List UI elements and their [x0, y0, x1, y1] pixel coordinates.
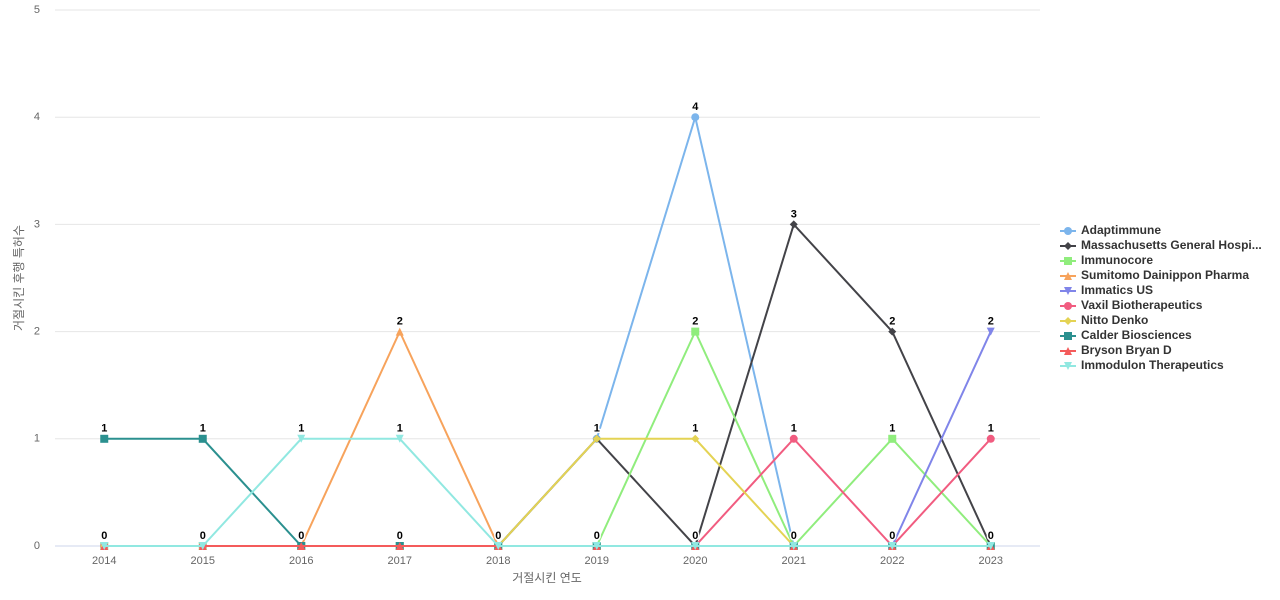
legend-label: Immatics US	[1081, 283, 1153, 297]
data-label: 2	[397, 316, 403, 328]
y-tick-label: 4	[34, 111, 40, 123]
legend-marker	[1064, 227, 1072, 235]
legend-marker	[1064, 347, 1072, 355]
data-label: 2	[889, 316, 895, 328]
legend-label: Calder Biosciences	[1081, 328, 1192, 342]
x-tick-label: 2023	[979, 555, 1003, 567]
legend-marker	[1064, 272, 1072, 280]
data-label: 0	[101, 530, 107, 542]
line	[104, 437, 991, 547]
data-label: 1	[791, 423, 797, 435]
series	[100, 434, 995, 550]
point	[691, 327, 700, 336]
y-tick-label: 5	[34, 4, 40, 16]
data-label: 1	[397, 423, 403, 435]
legend-marker	[1064, 242, 1072, 250]
point	[691, 113, 700, 122]
x-tick-label: 2020	[683, 555, 707, 567]
point	[789, 220, 798, 229]
legend-label: Vaxil Biotherapeutics	[1081, 298, 1203, 312]
point	[297, 542, 306, 550]
data-label: 1	[200, 423, 206, 435]
point	[986, 327, 995, 336]
y-axis-title: 거절시킨 후행 특허수	[11, 225, 26, 331]
data-label: 4	[692, 101, 699, 113]
x-tick-label: 2014	[92, 555, 116, 567]
data-label: 0	[298, 530, 304, 542]
point	[100, 542, 109, 550]
legend-label: Immodulon Therapeutics	[1081, 358, 1224, 372]
data-label: 1	[988, 423, 994, 435]
data-label: 1	[692, 423, 698, 435]
point	[691, 434, 700, 443]
point	[592, 542, 601, 550]
x-tick-label: 2018	[486, 555, 510, 567]
line	[104, 222, 992, 548]
data-label: 1	[889, 423, 895, 435]
data-label: 0	[692, 530, 698, 542]
data-label: 1	[101, 423, 107, 435]
x-tick-label: 2021	[782, 555, 806, 567]
data-label: 1	[594, 423, 600, 435]
series	[100, 434, 995, 550]
y-tick-label: 2	[34, 326, 40, 338]
x-tick-label: 2019	[585, 555, 609, 567]
legend-marker	[1064, 332, 1072, 340]
data-label: 1	[298, 423, 304, 435]
point	[198, 542, 207, 550]
point	[395, 327, 404, 336]
point	[198, 434, 207, 443]
data-label: 0	[397, 530, 403, 542]
legend-marker	[1064, 317, 1072, 325]
y-tick-label: 1	[34, 433, 40, 445]
data-label: 0	[791, 530, 797, 542]
legend-label: Immunocore	[1081, 253, 1153, 267]
legend-label: Nitto Denko	[1081, 313, 1148, 327]
y-tick-label: 3	[34, 218, 40, 230]
legend-label: Sumitomo Dainippon Pharma	[1081, 268, 1249, 282]
point	[888, 542, 897, 550]
x-tick-label: 2015	[191, 555, 215, 567]
legend-label: Bryson Bryan D	[1081, 343, 1172, 357]
data-label: 2	[988, 316, 994, 328]
x-tick-label: 2022	[880, 555, 904, 567]
x-axis-title: 거절시킨 연도	[512, 571, 582, 585]
data-label: 0	[200, 530, 206, 542]
point	[789, 434, 798, 443]
line	[104, 437, 991, 547]
point	[395, 542, 404, 550]
point	[691, 542, 700, 550]
data-label: 0	[594, 530, 600, 542]
point	[395, 434, 404, 443]
data-label: 2	[692, 316, 698, 328]
legend-marker	[1064, 362, 1072, 370]
data-label: 3	[791, 208, 797, 220]
point	[494, 542, 503, 550]
x-tick-label: 2016	[289, 555, 313, 567]
x-tick-label: 2017	[388, 555, 412, 567]
data-label: 0	[889, 530, 895, 542]
point	[100, 434, 109, 443]
series	[100, 220, 995, 550]
y-tick-label: 0	[34, 540, 40, 552]
point	[888, 434, 897, 443]
point	[592, 434, 601, 443]
data-label: 0	[988, 530, 994, 542]
legend-marker	[1064, 287, 1072, 295]
legend-marker	[1064, 257, 1072, 265]
legend-marker	[1064, 302, 1072, 310]
legend-label: Adaptimmune	[1081, 223, 1161, 237]
data-label: 0	[495, 530, 501, 542]
point	[986, 434, 995, 443]
point	[888, 327, 897, 336]
point	[297, 434, 306, 443]
point	[789, 542, 798, 550]
legend-label: Massachusetts General Hospi...	[1081, 238, 1262, 252]
point	[986, 542, 995, 550]
